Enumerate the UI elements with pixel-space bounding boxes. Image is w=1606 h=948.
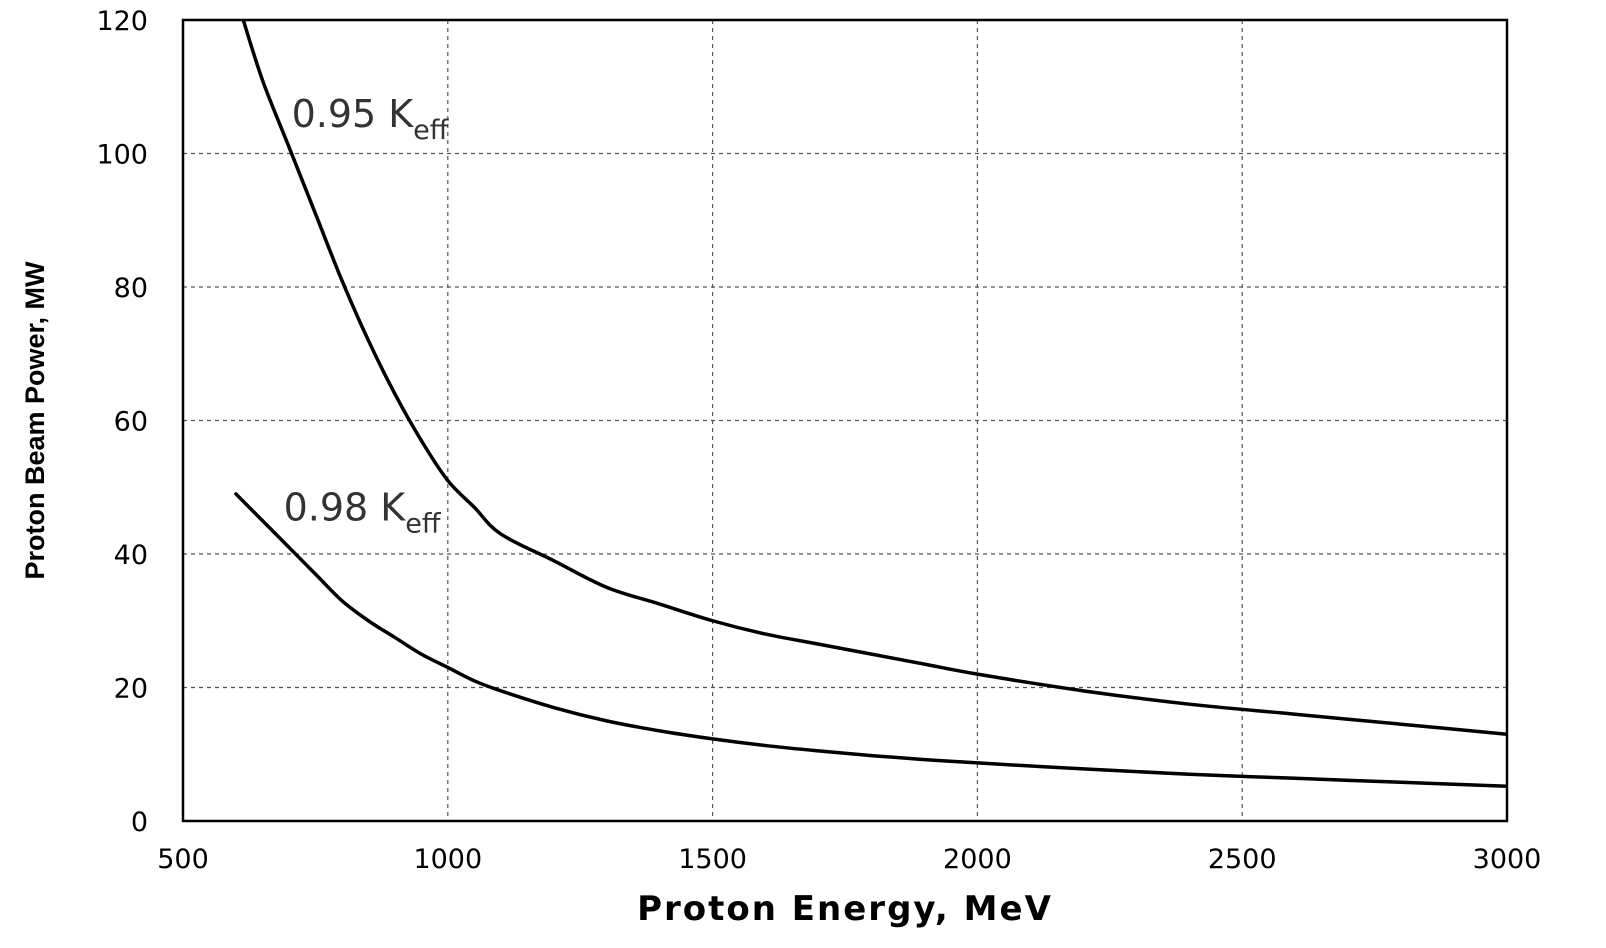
curve-labels: 0.95 Keff 0.98 Keff	[284, 92, 450, 540]
x-tick-label: 2500	[1208, 844, 1277, 875]
plot-area-frame	[181, 18, 1509, 823]
y-tick-label: 100	[96, 140, 148, 171]
curve-label-2: 0.98 Keff	[284, 486, 442, 540]
grid-lines	[183, 20, 1507, 821]
y-tick-label: 0	[131, 807, 148, 838]
series-layer	[234, 20, 1507, 789]
x-tick-label: 500	[157, 844, 209, 875]
y-tick-label: 120	[96, 6, 148, 37]
x-tick-label: 1500	[678, 844, 747, 875]
series-line-1	[241, 20, 1507, 736]
x-tick-label: 2000	[943, 844, 1012, 875]
x-tick-label: 1000	[413, 844, 482, 875]
y-tick-label: 20	[114, 674, 148, 705]
y-axis-ticks: 0 20 40 60 80 100 120	[96, 6, 148, 838]
y-tick-label: 60	[114, 407, 148, 438]
y-tick-label: 80	[114, 273, 148, 304]
curve-label-1: 0.95 Keff	[292, 92, 450, 146]
x-axis-ticks: 500 1000 1500 2000 2500 3000	[157, 844, 1541, 875]
x-tick-label: 3000	[1473, 844, 1542, 875]
x-axis-title: Proton Energy, MeV	[637, 889, 1053, 929]
series-line-2	[234, 492, 1507, 789]
y-axis-title: Proton Beam Power, MW	[20, 261, 50, 580]
y-tick-label: 40	[114, 540, 148, 571]
